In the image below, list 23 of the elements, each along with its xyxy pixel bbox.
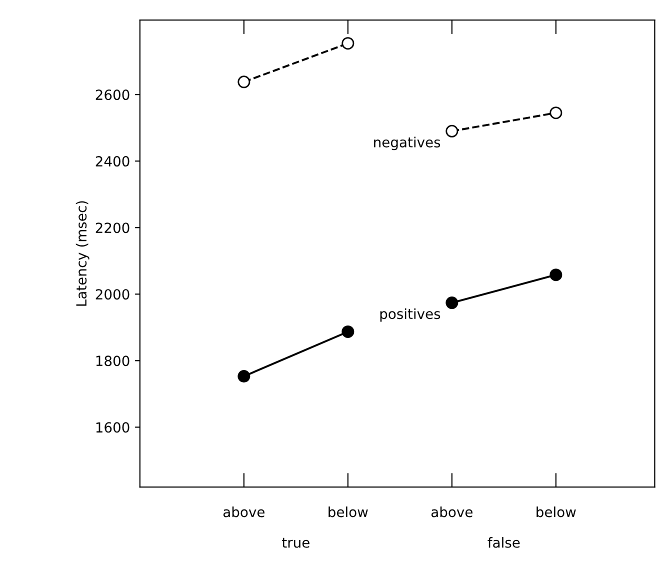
point [238,76,250,88]
text: false [488,537,520,548]
y-tick-label: 1600 [96,422,130,433]
x-tick-label: below [328,506,368,518]
point [446,296,458,310]
x-tick-label: above [431,506,472,518]
point [342,325,354,338]
point [550,268,562,282]
y-tick-label: 2200 [96,222,130,234]
y-tick-label: 2000 [96,289,130,300]
x-tick-label: below [536,506,576,518]
series-label: positives [380,308,440,322]
y-tick-label: 1800 [96,356,130,366]
x-tick-label: above [223,506,264,518]
point [550,106,562,120]
series-label: negatives [374,136,440,150]
point [446,124,458,138]
y-axis-title: Latency (msec) [76,201,90,306]
text: true [282,538,310,548]
point [238,370,250,383]
point [342,37,354,50]
y-tick-label: 2600 [96,90,130,100]
y-tick-label: 2400 [96,156,130,167]
